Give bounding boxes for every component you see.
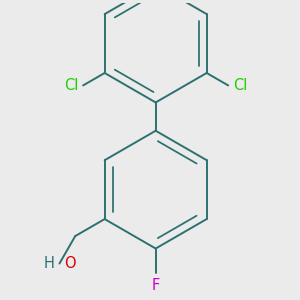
Text: Cl: Cl xyxy=(64,78,79,93)
Text: Cl: Cl xyxy=(233,78,247,93)
Text: O: O xyxy=(64,256,76,271)
Text: F: F xyxy=(152,278,160,293)
Text: H: H xyxy=(44,256,55,271)
